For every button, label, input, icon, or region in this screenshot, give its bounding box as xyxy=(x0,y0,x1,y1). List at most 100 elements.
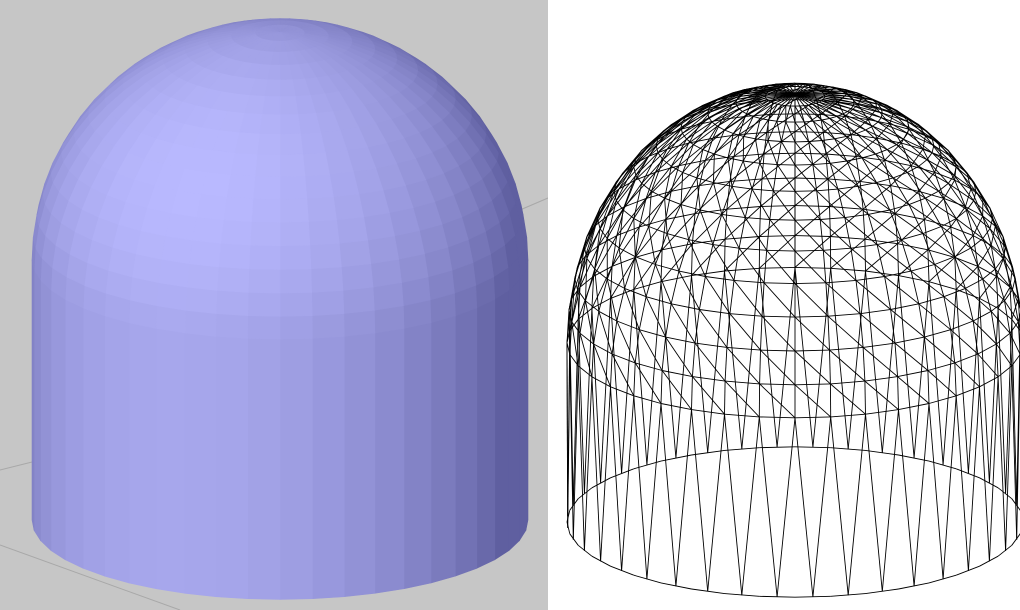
parallel-edge xyxy=(768,119,777,122)
base-edge xyxy=(997,544,1013,557)
meridian-edge xyxy=(615,175,637,201)
meridian-edge xyxy=(611,235,618,267)
facet xyxy=(279,315,313,340)
meridian-edge xyxy=(698,276,706,310)
diagonal-edge xyxy=(829,181,861,207)
parallel-edge xyxy=(594,215,608,227)
diagonal-edge xyxy=(594,188,620,227)
meridian-edge xyxy=(761,282,765,317)
diagonal-edge xyxy=(989,228,1006,248)
meridian-edge xyxy=(954,362,957,396)
rim-edge xyxy=(928,395,957,404)
parallel-edge xyxy=(812,162,831,166)
parallel-edge xyxy=(639,219,666,228)
meridian-edge xyxy=(954,179,966,207)
meridian-edge xyxy=(867,119,878,139)
side-edge xyxy=(621,289,635,474)
meridian-edge xyxy=(691,376,693,410)
facet xyxy=(128,322,157,590)
diagonal-edge xyxy=(661,370,692,410)
diagonal-edge xyxy=(1002,236,1005,256)
base-edge xyxy=(610,565,634,576)
meridian-edge xyxy=(877,121,904,140)
meridian-edge xyxy=(724,209,728,240)
rim-edge xyxy=(759,416,796,419)
meridian-edge xyxy=(867,214,878,245)
side-edge xyxy=(898,275,915,458)
parallel-edge xyxy=(692,376,726,382)
meridian-edge xyxy=(934,264,945,297)
diagonal-edge xyxy=(794,219,824,251)
base-edge xyxy=(956,565,980,576)
facet xyxy=(279,153,306,177)
diagonal-edge xyxy=(688,119,723,144)
diagonal-edge xyxy=(794,99,817,115)
meridian-edge xyxy=(966,209,984,239)
diagonal-edge xyxy=(857,185,891,211)
diagonal-edge xyxy=(712,116,746,139)
parallel-edge xyxy=(794,219,821,221)
parallel-edge xyxy=(705,276,735,281)
parallel-edge xyxy=(927,249,955,258)
meridian-edge xyxy=(821,119,835,140)
diagonal-edge xyxy=(794,153,827,179)
parallel-edge xyxy=(699,309,730,315)
parallel-edge xyxy=(705,155,735,161)
facet xyxy=(279,133,304,155)
parallel-edge xyxy=(593,265,613,277)
meridian-edge xyxy=(829,350,831,384)
parallel-edge xyxy=(950,320,974,331)
meridian-edge xyxy=(1004,255,1011,288)
meridian-edge xyxy=(940,226,956,257)
diagonal-edge xyxy=(821,140,848,162)
parallel-edge xyxy=(766,249,796,252)
diagonal-edge xyxy=(736,92,767,101)
facet xyxy=(525,259,529,531)
diagonal-edge xyxy=(699,104,733,125)
rim-edge xyxy=(633,281,662,290)
parallel-edge xyxy=(571,286,581,299)
parallel-edge xyxy=(812,102,817,105)
meridian-edge xyxy=(850,248,857,281)
side-edge xyxy=(610,386,623,571)
parallel-edge xyxy=(863,342,896,348)
meridian-edge xyxy=(648,197,665,227)
side-edge xyxy=(794,267,814,448)
rim-edge xyxy=(569,319,579,332)
diagonal-edge xyxy=(927,226,952,251)
diagonal-edge xyxy=(593,235,618,277)
base-edge xyxy=(660,454,692,462)
facet xyxy=(279,95,299,115)
parallel-edge xyxy=(965,206,983,217)
facet xyxy=(336,216,369,244)
facet xyxy=(508,279,520,552)
parallel-edge xyxy=(752,188,774,192)
diagonal-edge xyxy=(1017,321,1020,332)
facet xyxy=(247,315,281,340)
parallel-edge xyxy=(622,209,635,219)
parallel-edge xyxy=(872,121,879,127)
facet xyxy=(430,315,456,584)
meridian-edge xyxy=(955,218,972,249)
meridian-edge xyxy=(634,156,650,181)
side-edge xyxy=(691,409,709,592)
meridian-edge xyxy=(1004,300,1011,334)
parallel-edge xyxy=(794,315,829,318)
meridian-edge xyxy=(977,266,980,299)
facet xyxy=(343,309,376,337)
rim-edge xyxy=(865,409,899,415)
parallel-edge xyxy=(648,148,668,157)
parallel-edge xyxy=(760,205,796,207)
diagonal-edge xyxy=(864,213,896,240)
diagonal-edge xyxy=(918,172,935,192)
parallel-edge xyxy=(825,279,857,284)
diagonal-edge xyxy=(900,129,910,144)
base-edge xyxy=(724,447,760,451)
meridian-edge xyxy=(699,108,714,125)
meridian-edge xyxy=(613,166,635,192)
diagonal-edge xyxy=(943,179,956,199)
parallel-edge xyxy=(823,131,851,136)
parallel-edge xyxy=(736,105,740,109)
diagonal-edge xyxy=(822,249,857,281)
meridian-edge xyxy=(953,175,975,201)
